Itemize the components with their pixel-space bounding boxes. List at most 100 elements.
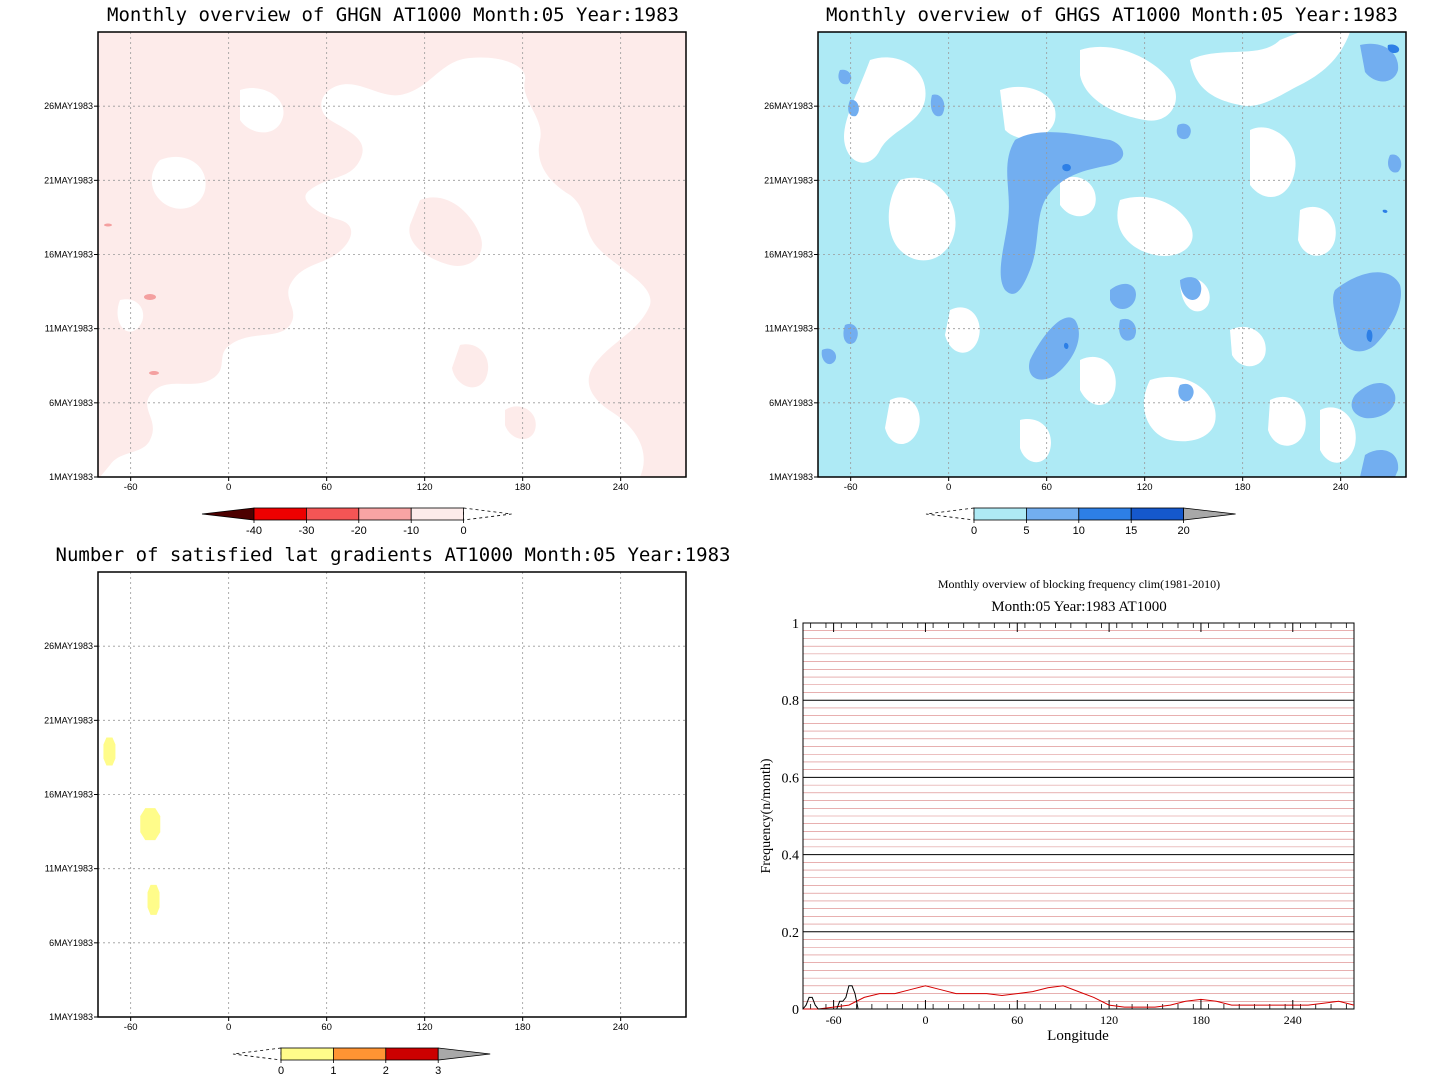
lat-grid: [98, 572, 686, 1017]
lat-colorbar-label: 2: [383, 1065, 389, 1077]
ghgs-colorbar-swatch: [1130, 507, 1184, 521]
ghgs-colorbar-label: 5: [1023, 525, 1029, 537]
lat-axes: -60 0 60 120 180 240 1MAY1983 6MAY1983 11MAY1983…: [44, 641, 628, 1033]
ghgn-x-tick-label: 240: [613, 482, 629, 493]
ghgn-y-tick-label: 26MAY1983: [44, 101, 93, 111]
lat-colorbar-right-triangle: [437, 1047, 491, 1061]
ghgn-axes: -60 0 60 120 180 240 1MAY1983 6MAY1983 11MAY1983…: [44, 101, 628, 493]
freq-title: Monthly overview of blocking frequency c…: [938, 577, 1220, 591]
ghgs-y-tick-label: 16MAY1983: [764, 250, 813, 260]
freq-black-series-line: [802, 985, 865, 1010]
freq-xlabel: Longitude: [1047, 1028, 1109, 1044]
ghgn-x-tick-label: 180: [515, 482, 531, 493]
freq-red-series-line: [803, 985, 1355, 1010]
lat-blobs: [103, 737, 161, 915]
ghgs-colorbar: 0 5 10 15 20: [925, 507, 1236, 537]
ghgs-axes: -60 0 60 120 180 240 1MAY1983 6MAY1983 11MAY1983…: [764, 101, 1348, 493]
ghgs-y-tick-label: 26MAY1983: [764, 101, 813, 111]
ghgn-y-tick-label: 11MAY1983: [45, 324, 93, 334]
lat-gradient-blob: [147, 884, 160, 915]
lat-x-tick-label: 240: [613, 1022, 629, 1033]
ghgn-colorbar-label: 0: [461, 525, 467, 537]
ghgn-colorbar-left-triangle: [201, 507, 255, 521]
ghgs-x-tick-label: -60: [844, 482, 858, 493]
freq-y-tick-label: 0.6: [782, 771, 800, 786]
ghgs-panel: Monthly overview of GHGS AT1000 Month:05…: [764, 4, 1407, 537]
ghgn-x-tick-label: 60: [321, 482, 332, 493]
freq-x-tick-label: -60: [826, 1013, 842, 1027]
ghgs-title: Monthly overview of GHGS AT1000 Month:05…: [826, 4, 1398, 26]
ghgn-colorbar-swatch: [305, 507, 360, 521]
ghgs-x-tick-label: 180: [1235, 482, 1251, 493]
lat-y-tick-label: 1MAY1983: [49, 1012, 93, 1022]
freq-y-tick-label: 0.4: [782, 849, 800, 864]
freq-x-tick-label: 180: [1192, 1013, 1210, 1027]
ghgn-colorbar-label: -30: [298, 525, 314, 537]
lat-x-tick-label: 180: [515, 1022, 531, 1033]
ghgs-field: [818, 32, 1406, 477]
ghgs-y-tick-label: 1MAY1983: [769, 472, 813, 482]
ghgs-colorbar-swatch: [1026, 507, 1080, 521]
ghgn-y-tick-label: 1MAY1983: [49, 472, 93, 482]
lat-panel: Number of satisfied lat gradients AT1000…: [44, 544, 730, 1077]
ghgn-y-tick-label: 6MAY1983: [49, 398, 93, 408]
ghgn-panel: Monthly overview of GHGN AT1000 Month:05…: [44, 4, 687, 537]
lat-field: [98, 572, 686, 1017]
freq-series: [802, 985, 1355, 1010]
ghgn-colorbar-swatch: [358, 507, 412, 521]
lat-colorbar-swatch: [332, 1047, 387, 1061]
freq-y-tick-label: 0.2: [782, 926, 800, 941]
lat-y-tick-label: 11MAY1983: [45, 864, 93, 874]
ghgn-colorbar-swatch: [410, 507, 465, 521]
ghgn-colorbar-label: -20: [351, 525, 367, 537]
freq-x-tick-label: 120: [1100, 1013, 1118, 1027]
freq-x-tick-label: 60: [1011, 1013, 1023, 1027]
ghgn-title: Monthly overview of GHGN AT1000 Month:05…: [107, 4, 679, 26]
ghgs-y-tick-label: 21MAY1983: [764, 175, 813, 185]
lat-colorbar-swatch: [385, 1047, 439, 1061]
lat-colorbar: 0 1 2 3: [232, 1047, 491, 1077]
ghgs-x-tick-label: 60: [1041, 482, 1052, 493]
ghgn-x-tick-label: 120: [417, 482, 433, 493]
ghgn-spot-2: [149, 371, 159, 375]
ghgs-y-tick-label: 11MAY1983: [765, 324, 813, 334]
lat-x-tick-label: 0: [226, 1022, 231, 1033]
ghgn-spot-3: [104, 223, 112, 227]
freq-panel: Monthly overview of blocking frequency c…: [759, 577, 1355, 1044]
lat-frame: [97, 571, 687, 1018]
freq-ylabel: Frequency(n/month): [759, 758, 774, 873]
ghgs-colorbar-label: 15: [1125, 525, 1137, 537]
freq-x-tick-label: 0: [922, 1013, 928, 1027]
ghgn-colorbar-swatch: [253, 507, 307, 521]
ghgn-x-tick-label: -60: [124, 482, 138, 493]
lat-y-tick-label: 21MAY1983: [44, 715, 93, 725]
ghgs-y-tick-label: 6MAY1983: [769, 398, 813, 408]
freq-axes: 0 0.2 0.4 0.6 0.8 1 -60 0 60 120 180 240: [782, 617, 1347, 1027]
lat-y-tick-label: 16MAY1983: [44, 790, 93, 800]
ghgn-field: [98, 32, 686, 477]
ghgn-colorbar-label: -10: [403, 525, 419, 537]
ghgs-x-tick-label: 120: [1137, 482, 1153, 493]
freq-grid: [803, 630, 1354, 1002]
lat-x-tick-label: -60: [124, 1022, 138, 1033]
ghgn-colorbar: -40 -30 -20 -10 0: [201, 507, 512, 537]
ghgs-x-tick-label: 0: [946, 482, 951, 493]
ghgn-grid: [98, 32, 686, 477]
freq-frame: [802, 622, 1355, 1010]
ghgs-x-tick-label: 240: [1333, 482, 1349, 493]
lat-x-tick-label: 120: [417, 1022, 433, 1033]
ghgs-colorbar-swatch: [1078, 507, 1132, 521]
ghgs-colorbar-label: 20: [1177, 525, 1189, 537]
ghgn-x-tick-label: 0: [226, 482, 231, 493]
ghgn-y-tick-label: 21MAY1983: [44, 175, 93, 185]
ghgs-colorbar-left-triangle: [925, 507, 975, 521]
ghgs-colorbar-swatch: [973, 507, 1027, 521]
lat-y-tick-label: 6MAY1983: [49, 938, 93, 948]
lat-colorbar-label: 3: [435, 1065, 441, 1077]
freq-x-tick-label: 240: [1284, 1013, 1302, 1027]
lat-colorbar-label: 0: [278, 1065, 284, 1077]
freq-y-tick-label: 0.8: [782, 694, 800, 709]
ghgs-grid: [818, 32, 1406, 477]
lat-colorbar-label: 1: [330, 1065, 336, 1077]
